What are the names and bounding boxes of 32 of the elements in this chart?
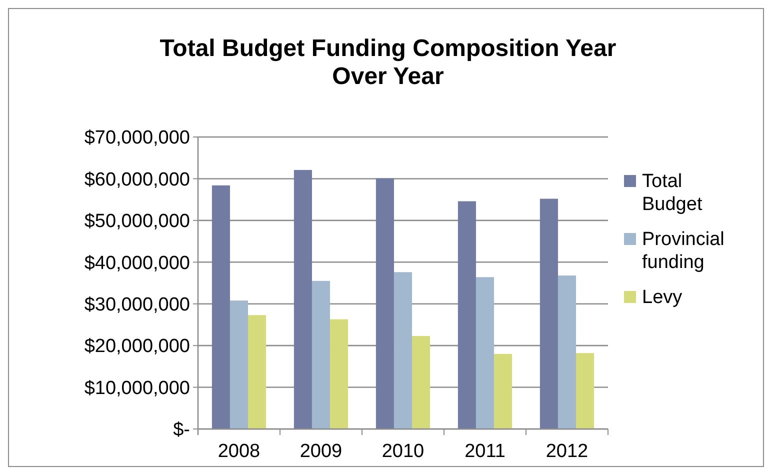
bar xyxy=(458,201,476,429)
y-tick-label: $- xyxy=(173,420,190,441)
bar xyxy=(294,170,312,429)
bar xyxy=(312,280,330,429)
bar xyxy=(394,272,412,429)
bar xyxy=(230,300,248,429)
bar xyxy=(376,178,394,429)
y-tick-label: $60,000,000 xyxy=(84,169,190,190)
x-tick-label: 2008 xyxy=(218,441,260,462)
x-tick-label: 2012 xyxy=(546,441,588,462)
y-tick-label: $40,000,000 xyxy=(84,252,190,274)
y-tick-label: $20,000,000 xyxy=(84,336,190,358)
x-tick-label: 2011 xyxy=(464,441,506,462)
bar xyxy=(330,319,348,429)
bar xyxy=(212,185,230,429)
legend-label: Levy xyxy=(642,287,683,308)
legend-label: Provincial funding xyxy=(642,229,724,273)
bar xyxy=(576,353,594,429)
x-tick-label: 2009 xyxy=(300,441,342,462)
y-tick-label: $50,000,000 xyxy=(84,211,190,232)
bar xyxy=(558,275,576,429)
bar xyxy=(540,198,558,429)
bar xyxy=(248,315,266,429)
y-tick-label: $10,000,000 xyxy=(84,378,190,399)
legend-label: Total Budget xyxy=(642,171,703,215)
bar xyxy=(476,277,494,429)
y-tick-label: $70,000,000 xyxy=(84,128,190,149)
bar xyxy=(494,354,512,429)
bar xyxy=(412,336,430,429)
x-tick-label: 2010 xyxy=(382,441,424,462)
y-tick-label: $30,000,000 xyxy=(84,294,190,316)
chart-title: Total Budget Funding Composition Year Over Year xyxy=(160,35,616,90)
